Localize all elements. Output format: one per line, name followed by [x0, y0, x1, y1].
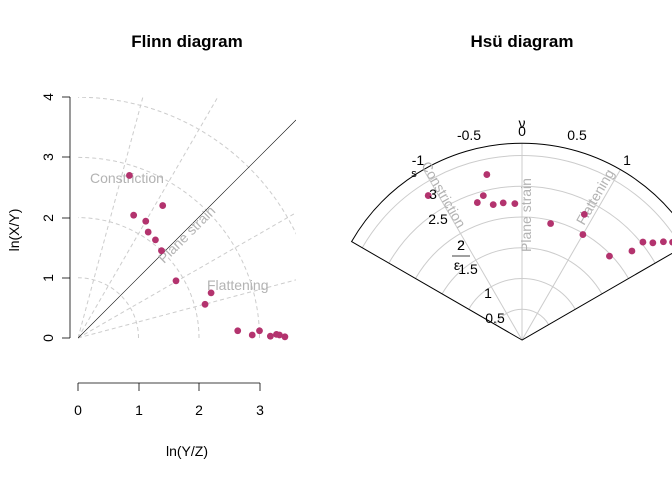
hsu-strain-label-sub: s: [411, 168, 417, 180]
flinn-data-point: [158, 247, 165, 255]
hsu-data-point: [628, 247, 636, 255]
hsu-data-point: [639, 238, 647, 246]
hsu-strain-label-num: 2: [457, 237, 465, 253]
flinn-chart: Flinn diagram Constriction Plane strain …: [6, 32, 296, 459]
hsu-data-point: [580, 211, 588, 218]
flinn-constriction-label: Constriction: [90, 170, 164, 186]
flinn-data-point: [130, 211, 138, 219]
flinn-data-point: [256, 327, 263, 335]
hsu-grid-ray: [521, 169, 621, 341]
hsu-plane-strain-label: Plane strain: [518, 178, 534, 252]
hsu-data-point: [660, 238, 667, 246]
hsu-frame: [350, 142, 672, 341]
hsu-data-point: [483, 171, 491, 178]
hsu-lode-tick: 0.5: [567, 127, 587, 143]
hsu-strain-tick: 1.5: [458, 261, 478, 277]
flinn-data-point: [248, 331, 256, 339]
hsu-title: Hsü diagram: [471, 32, 574, 51]
hsu-strain-tick: 2: [457, 237, 465, 253]
flinn-data-point: [159, 202, 167, 209]
flinn-title: Flinn diagram: [131, 32, 242, 51]
flinn-data-point: [126, 172, 133, 179]
flinn-data-point: [234, 327, 242, 335]
hsu-data-point: [499, 199, 507, 207]
hsu-strain-tick: 1: [484, 285, 492, 301]
hsu-lode-label: ν: [519, 115, 526, 131]
hsu-points: [424, 171, 672, 260]
flinn-data-point: [152, 236, 159, 244]
flinn-y-tick: 1: [40, 274, 56, 282]
hsu-grid: [361, 143, 672, 341]
hsu-lode-tick: -0.5: [457, 127, 481, 143]
hsu-strain-tick: 0.5: [485, 310, 505, 326]
hsu-data-point: [649, 239, 657, 247]
flinn-guide-arc: [78, 156, 260, 339]
flinn-points: [126, 172, 289, 341]
flinn-x-tick: 3: [256, 402, 264, 418]
hsu-data-point: [473, 199, 481, 206]
flinn-data-point: [266, 332, 274, 340]
hsu-data-point: [606, 252, 613, 260]
flinn-plane-strain-label: Plane strain: [155, 203, 219, 267]
hsu-outline: [350, 142, 672, 341]
flinn-data-point: [207, 289, 215, 297]
flinn-y-tick: 4: [40, 93, 56, 101]
flinn-data-point: [201, 300, 209, 308]
flinn-y-tick: 0: [40, 334, 56, 342]
flinn-plane-strain-line: [78, 119, 296, 339]
flinn-guide-arc: [78, 97, 296, 235]
hsu-strain-label-den: ε: [454, 257, 460, 273]
flinn-data-point: [144, 228, 152, 236]
hsu-data-point: [424, 192, 432, 199]
flinn-x-label: ln(Y/Z): [166, 443, 208, 459]
hsu-lode-tick: 1: [623, 152, 631, 168]
hsu-data-point: [579, 231, 587, 238]
flinn-x-axis: 0 1 2 3 ln(Y/Z): [74, 382, 264, 459]
hsu-data-point: [479, 192, 487, 200]
hsu-grid-ray: [423, 169, 523, 341]
flinn-data-point: [281, 333, 289, 341]
flinn-y-axis: 0 1 2 3 4 ln(X/Y): [6, 93, 71, 342]
hsu-data-point: [669, 238, 672, 246]
hsu-strain-tick: 3: [429, 186, 437, 202]
hsu-data-point: [511, 200, 519, 208]
flinn-x-tick: 0: [74, 402, 82, 418]
flinn-flattening-label: Flattening: [207, 277, 268, 293]
hsu-lode-tick: -1: [412, 152, 425, 168]
flinn-data-point: [276, 331, 283, 339]
flinn-x-tick: 1: [135, 402, 143, 418]
flinn-y-tick: 2: [40, 214, 56, 222]
hsu-chart: Hsü diagram Plane strain Constriction Fl…: [350, 32, 672, 341]
flinn-data-point: [142, 217, 150, 225]
flinn-y-tick: 3: [40, 153, 56, 161]
flinn-data-point: [172, 277, 180, 285]
flinn-x-tick: 2: [195, 402, 203, 418]
hsu-data-point: [489, 201, 497, 209]
hsu-strain-tick: 2.5: [428, 211, 448, 227]
flinn-y-label: ln(X/Y): [6, 209, 22, 252]
hsu-data-point: [547, 220, 555, 227]
hsu-lode-tick: 0: [518, 123, 526, 139]
